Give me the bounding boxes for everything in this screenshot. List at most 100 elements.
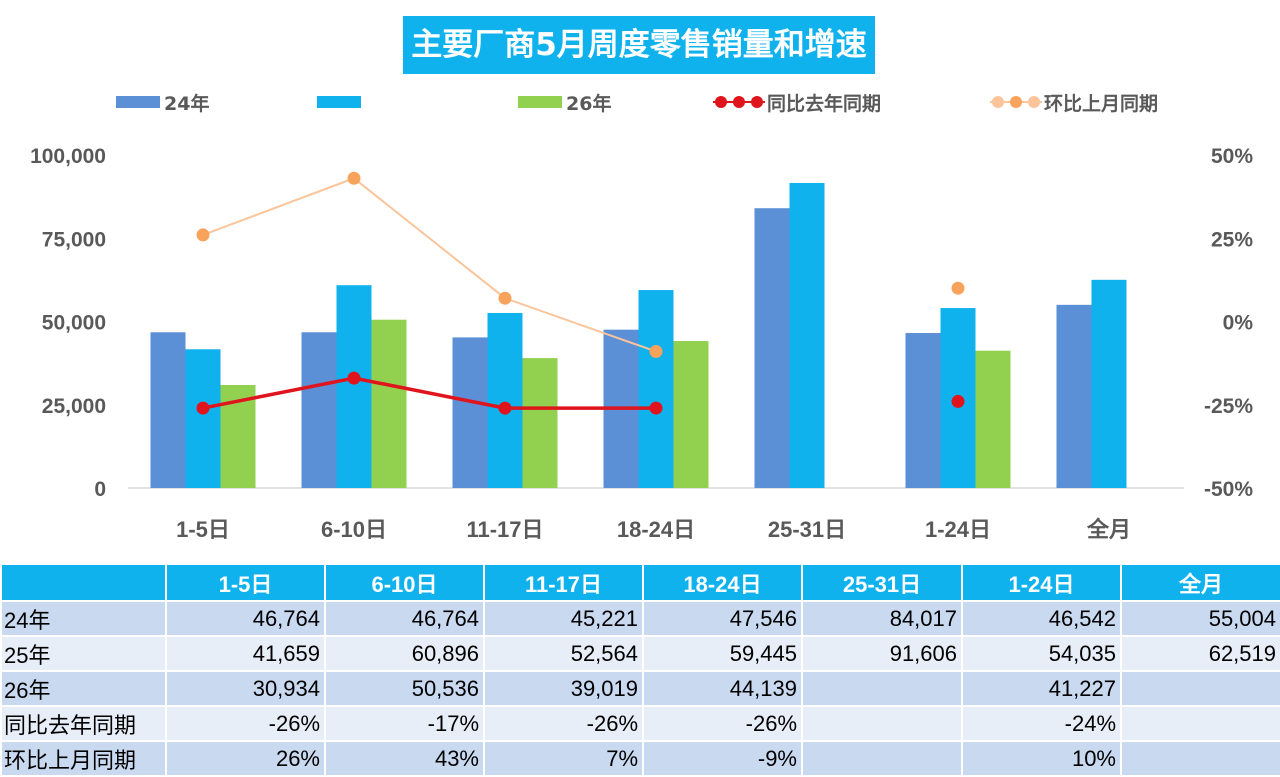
legend-swatch-26 (518, 96, 562, 108)
x-tick-label: 全月 (1086, 517, 1131, 542)
point-0 (347, 371, 361, 385)
bar-1 (185, 349, 221, 488)
y-tick-label: 25,000 (42, 395, 106, 418)
bar-1 (487, 312, 523, 488)
bar-1 (789, 182, 825, 488)
y-tick-label: 100,000 (30, 145, 106, 168)
table-cell: 47,546 (642, 600, 803, 637)
point-0 (649, 401, 663, 415)
bar-2 (522, 358, 558, 488)
y2-tick-label: 25% (1211, 228, 1253, 251)
bar-2 (673, 341, 709, 488)
table-row: 26年 30,934 50,536 39,019 44,139 41,227 (0, 670, 1280, 707)
table-row: 25年 41,659 60,896 52,564 59,445 91,606 5… (0, 635, 1280, 672)
legend-item-26: 26年 (518, 90, 612, 115)
bar-0 (150, 332, 186, 488)
plot-area: 100,000 75,000 50,000 25,000 0 50% 25% 0% -25% -5… (30, 145, 1253, 542)
table-cell: 60,896 (324, 635, 485, 672)
point-1 (498, 291, 512, 305)
bar-0 (905, 333, 941, 488)
legend-item-mom: 环比上月同期 (990, 90, 1159, 115)
table-header-cell: 18-24日 (642, 563, 803, 602)
table-cell: 84,017 (801, 600, 963, 637)
point-0 (498, 401, 512, 415)
y-tick-label: 0 (94, 478, 106, 501)
point-1 (649, 344, 663, 358)
table-cell: 91,606 (801, 635, 963, 672)
point-1 (196, 228, 210, 242)
table-cell: 50,536 (324, 670, 485, 707)
legend-marker-yoy (713, 95, 765, 109)
bar-2 (371, 319, 407, 488)
chart-area: 主要厂商5月周度零售销量和增速 24年 26年 同比去年同期 环比上月同期 10… (30, 16, 1253, 542)
table-cell: 54,035 (961, 635, 1122, 672)
table-row-label: 25年 (0, 635, 167, 672)
chart-title: 主要厂商5月周度零售销量和增速 (403, 16, 875, 74)
point-0 (951, 394, 965, 408)
y2-tick-label: -50% (1204, 478, 1253, 501)
table-cell (1120, 705, 1280, 742)
legend-label-mom: 环比上月同期 (1044, 92, 1159, 115)
table-header-cell: 1-5日 (165, 563, 326, 602)
table-row: 同比去年同期 -26% -17% -26% -26% -24% (0, 705, 1280, 742)
x-tick-label: 1-5日 (176, 517, 230, 542)
table-cell: -26% (165, 705, 326, 742)
y2-tick-label: -25% (1204, 395, 1253, 418)
bar-1 (1091, 279, 1127, 488)
bar-1 (336, 285, 372, 488)
table-cell (1120, 740, 1280, 777)
table-row: 环比上月同期 26% 43% 7% -9% 10% (0, 740, 1280, 777)
legend-label-24: 24年 (164, 92, 210, 115)
table-header-cell: 全月 (1120, 563, 1280, 602)
table-cell: 41,659 (165, 635, 326, 672)
bar-0 (301, 332, 337, 488)
x-tick-label: 11-17日 (466, 517, 543, 542)
table-header-cell: 6-10日 (324, 563, 485, 602)
table-header-row: 1-5日 6-10日 11-17日 18-24日 25-31日 1-24日 全月 (0, 563, 1280, 602)
legend-label-26: 26年 (566, 92, 612, 115)
legend-item-yoy: 同比去年同期 (713, 90, 882, 115)
bar-0 (1056, 304, 1092, 488)
bar-0 (452, 337, 488, 488)
x-tick-label: 25-31日 (768, 517, 846, 542)
table-cell (801, 740, 963, 777)
table-cell: 45,221 (483, 600, 644, 637)
table-cell: 46,542 (961, 600, 1122, 637)
table-row-label: 环比上月同期 (0, 740, 167, 777)
table-header-cell: 11-17日 (483, 563, 644, 602)
table-cell: 44,139 (642, 670, 803, 707)
table-cell: -24% (961, 705, 1122, 742)
table-cell: 30,934 (165, 670, 326, 707)
table-cell (801, 670, 963, 707)
table-cell: -17% (324, 705, 485, 742)
table-cell: 10% (961, 740, 1122, 777)
table-cell: 43% (324, 740, 485, 777)
table-cell: 46,764 (324, 600, 485, 637)
table-cell: -26% (642, 705, 803, 742)
table-cell (801, 705, 963, 742)
point-0 (196, 401, 210, 415)
table-row-label: 24年 (0, 600, 167, 637)
table-cell: -9% (642, 740, 803, 777)
table-cell: 41,227 (961, 670, 1122, 707)
table-cell (1120, 670, 1280, 707)
legend-marker-mom (990, 95, 1042, 109)
x-tick-label: 18-24日 (617, 517, 695, 542)
legend-item-24: 24年 (116, 90, 210, 115)
x-tick-label: 1-24日 (925, 517, 991, 542)
table-cell: 39,019 (483, 670, 644, 707)
table-header-cell: 1-24日 (961, 563, 1122, 602)
table-cell: 62,519 (1120, 635, 1280, 672)
point-1 (951, 281, 965, 295)
legend-swatch-25 (317, 96, 361, 108)
x-tick-label: 6-10日 (321, 517, 387, 542)
legend-label-yoy: 同比去年同期 (767, 92, 882, 115)
table-cell: 26% (165, 740, 326, 777)
y2-tick-label: 50% (1211, 145, 1253, 168)
table-header-cell (0, 563, 167, 602)
table-row-label: 同比去年同期 (0, 705, 167, 742)
y-tick-label: 75,000 (42, 228, 106, 251)
bar-0 (754, 208, 790, 488)
legend-swatch-24 (116, 96, 160, 108)
legend-item-25 (317, 90, 365, 114)
